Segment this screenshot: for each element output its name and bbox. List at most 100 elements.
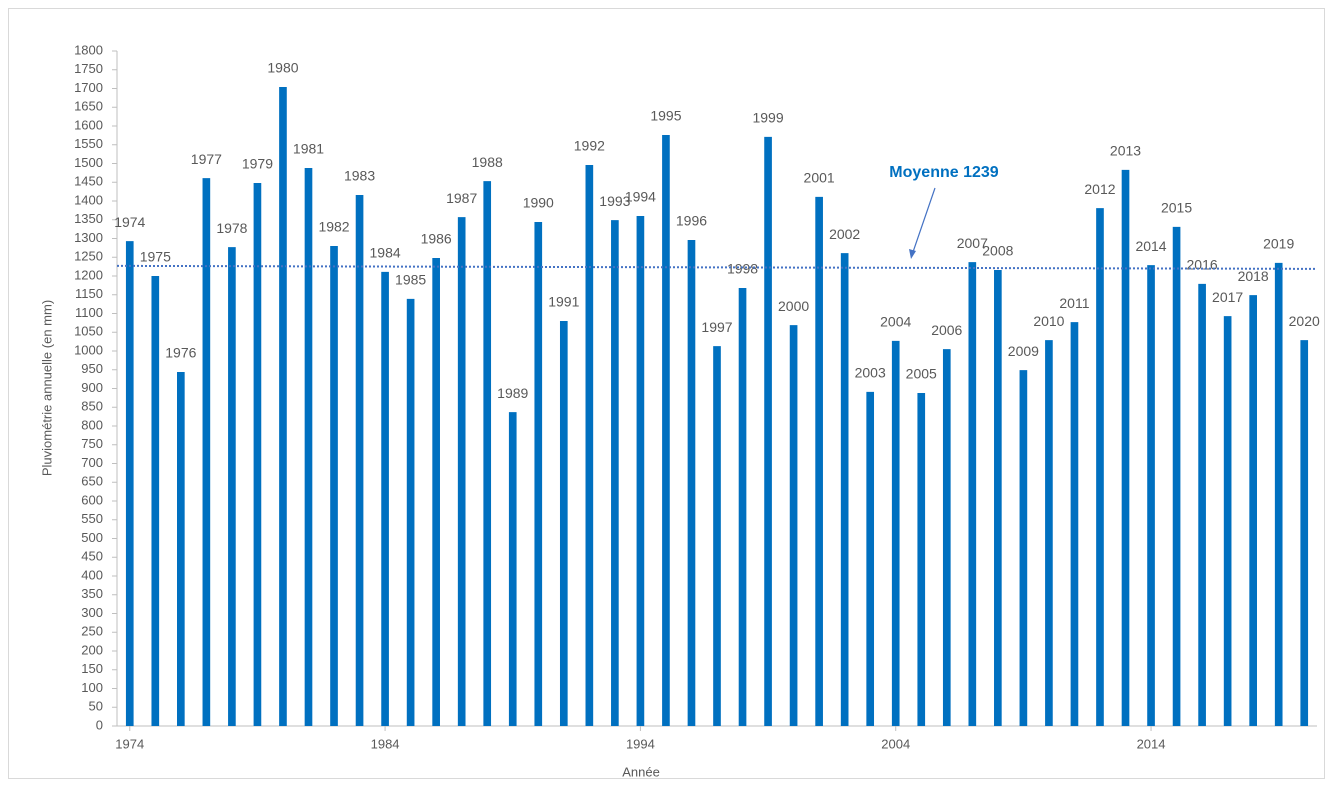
bar — [228, 247, 236, 726]
bar — [279, 87, 287, 726]
bar — [457, 217, 466, 726]
y-tick-label: 150 — [81, 661, 103, 676]
x-tick-label: 1994 — [626, 736, 655, 751]
data-label: 2003 — [855, 365, 886, 381]
bar — [840, 253, 849, 726]
chart-frame — [8, 8, 1325, 779]
bar — [330, 246, 338, 726]
y-tick-label: 1200 — [74, 267, 103, 282]
data-label: 2011 — [1059, 295, 1089, 311]
bar — [687, 240, 696, 726]
bar — [355, 195, 364, 726]
data-label: 1987 — [446, 190, 477, 206]
data-label: 2004 — [880, 314, 911, 330]
y-tick-label: 250 — [81, 624, 103, 639]
bar — [151, 276, 160, 726]
bar — [585, 165, 594, 726]
y-tick-label: 700 — [81, 455, 103, 470]
annotation-arrow — [912, 187, 936, 253]
data-label: 1997 — [701, 319, 732, 335]
data-label: 1994 — [625, 189, 656, 205]
bar — [611, 220, 619, 726]
bar — [713, 346, 721, 726]
y-tick-label: 1300 — [74, 230, 103, 245]
bar — [917, 393, 926, 726]
bar — [1121, 169, 1130, 726]
bar — [815, 196, 823, 726]
data-label: 2009 — [1008, 343, 1039, 359]
bar — [508, 412, 517, 726]
data-label: 2006 — [931, 322, 962, 338]
y-tick-label: 900 — [81, 380, 103, 395]
data-label: 2002 — [829, 226, 860, 242]
bar — [1274, 262, 1283, 726]
bar — [1249, 295, 1257, 726]
y-tick-label: 1750 — [74, 61, 103, 76]
bar — [942, 349, 951, 726]
data-label: 1983 — [344, 168, 375, 184]
annotation-arrowhead — [909, 249, 916, 259]
data-label: 2010 — [1033, 313, 1064, 329]
y-tick-label: 1650 — [74, 99, 103, 114]
y-tick-label: 800 — [81, 417, 103, 432]
y-tick-label: 1050 — [74, 324, 103, 339]
bar — [177, 372, 185, 726]
data-label: 2007 — [957, 235, 988, 251]
data-label: 1988 — [472, 154, 503, 170]
bar — [1070, 322, 1079, 726]
trend-line — [116, 264, 1318, 270]
data-label: 2016 — [1187, 257, 1218, 273]
bar — [1019, 370, 1028, 726]
y-axis-title: Pluviométrie annuelle (en mm) — [39, 300, 54, 476]
bar — [202, 178, 211, 726]
bar — [304, 168, 313, 726]
y-tick-label: 1450 — [74, 174, 103, 189]
data-label: 2001 — [804, 170, 835, 186]
data-label: 1996 — [676, 213, 707, 229]
y-tick-label: 750 — [81, 436, 103, 451]
y-tick-label: 1600 — [74, 117, 103, 132]
bar — [1147, 265, 1155, 726]
bar — [1045, 340, 1053, 726]
data-label: 2018 — [1238, 268, 1269, 284]
bar — [891, 340, 900, 726]
y-tick-label: 1500 — [74, 155, 103, 170]
data-label: 2020 — [1289, 313, 1320, 329]
x-tick-label: 2014 — [1137, 736, 1166, 751]
y-tick-label: 500 — [81, 530, 103, 545]
bar — [406, 298, 415, 726]
data-label: 1984 — [370, 245, 401, 261]
y-tick-label: 1800 — [74, 42, 103, 57]
bar — [1300, 340, 1309, 726]
bar — [125, 241, 134, 726]
x-axis-title: Année — [622, 764, 660, 779]
data-label: 1993 — [599, 193, 630, 209]
data-label: 1995 — [650, 108, 681, 124]
bar — [738, 288, 747, 726]
y-tick-label: 350 — [81, 586, 103, 601]
data-label: 1990 — [523, 195, 554, 211]
y-tick-label: 1350 — [74, 211, 103, 226]
data-label: 2014 — [1135, 238, 1166, 254]
bar — [483, 181, 492, 726]
data-label: 1999 — [752, 110, 783, 126]
y-tick-label: 650 — [81, 474, 103, 489]
data-label: 1978 — [216, 220, 247, 236]
bar — [1223, 316, 1232, 726]
y-tick-label: 450 — [81, 549, 103, 564]
data-label: 1985 — [395, 272, 426, 288]
bar — [662, 135, 670, 726]
data-label: 2019 — [1263, 236, 1294, 252]
data-label: 2005 — [906, 366, 937, 382]
bar — [534, 222, 543, 726]
y-tick-label: 400 — [81, 567, 103, 582]
data-label: 1992 — [574, 138, 605, 154]
bar — [994, 270, 1002, 726]
x-tick-label: 2004 — [881, 736, 910, 751]
data-label: 1981 — [293, 141, 324, 157]
annotation: Moyenne 1239 — [889, 164, 998, 181]
bar — [636, 216, 645, 726]
data-label: 1976 — [165, 345, 196, 361]
data-label: 1979 — [242, 156, 273, 172]
